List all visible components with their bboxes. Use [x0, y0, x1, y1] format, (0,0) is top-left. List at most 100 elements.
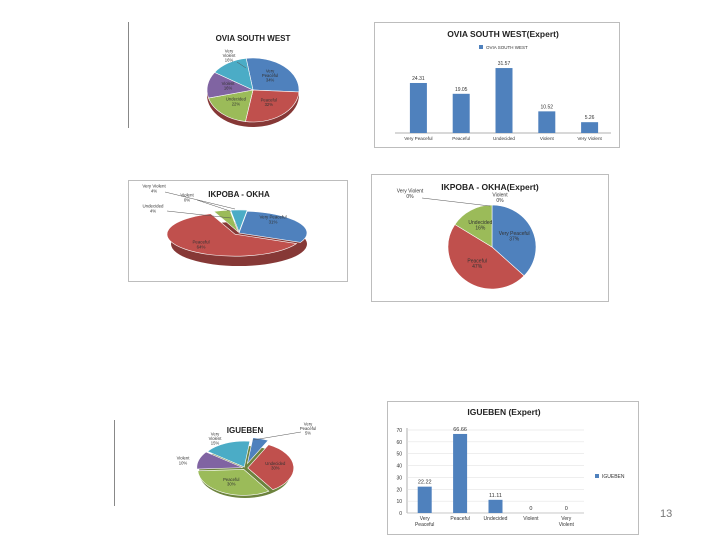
- ovia-pie-label-very-violent-2: 16%: [225, 58, 234, 63]
- igueben-bar-value-violent: 0: [529, 506, 532, 512]
- ikpoba-pie-leader-undecided: [166, 210, 232, 219]
- ovia-pie-title: OVIA SOUTH WEST: [216, 34, 291, 43]
- ovia-bar-cat-very-violent: Very Violent: [577, 136, 602, 141]
- ikpoba-expert-pie-label-undecided-1: 16%: [475, 225, 486, 231]
- igueben-bar-ytick-0: 0: [399, 511, 402, 517]
- ikpoba-pie-title: IKPOBA - OKHA: [208, 190, 270, 199]
- ovia-pie-label-peaceful-0: Peaceful: [261, 97, 277, 102]
- ovia-bar-value-violent: 10.52: [541, 104, 554, 110]
- igueben-bar-value-undecided: 11.11: [489, 493, 502, 499]
- ovia-bar-bar-undecided: [495, 68, 513, 133]
- igueben-bar-cat-very-peaceful-1: Peaceful: [415, 522, 434, 528]
- ovia-bar-panel: OVIA SOUTH WEST(Expert) OVIA SOUTH WEST …: [374, 22, 620, 148]
- igueben-bar-legend-label: IGUEBEN: [602, 474, 625, 480]
- ikpoba-pie-label-peaceful-1: 64%: [197, 244, 206, 249]
- ikpoba-expert-title: IKPOBA - OKHA(Expert): [441, 182, 539, 192]
- igueben-pie-label-very-violent-0: Very: [211, 431, 220, 436]
- ikpoba-expert-pie-slice-very-peaceful: [491, 204, 537, 277]
- igueben-pie-label-very-peaceful-0: Very: [304, 421, 313, 426]
- ovia-pie-label-violent-1: 16%: [224, 85, 233, 90]
- ovia-pie-slice-peaceful: [245, 89, 300, 123]
- ikpoba-pie-panel: IKPOBA - OKHA Very Peaceful 31% Peaceful 64…: [128, 180, 348, 282]
- ikpoba-pie-label-peaceful-0: Peaceful: [192, 240, 209, 245]
- ikpoba-pie-label-very-violent-0: Very Violent: [142, 184, 166, 189]
- ikpoba-expert-pie-label-very-peaceful-1: 37%: [509, 237, 520, 243]
- ovia-bar-legend-label: OVIA SOUTH WEST: [486, 45, 528, 50]
- igueben-bar-bar-peaceful: [453, 433, 468, 513]
- ovia-pie-label-peaceful-1: 32%: [265, 102, 274, 107]
- igueben-pie-leader-very-peaceful: [252, 431, 302, 441]
- ikpoba-pie-slice-very-peaceful: [238, 210, 308, 243]
- igueben-bar-bar-very-peaceful: [417, 486, 432, 513]
- ovia-pie-label-very-peaceful-0: Very: [266, 68, 275, 73]
- ovia-pie-label-very-violent-0: Very: [225, 48, 234, 53]
- page-number: 13: [660, 508, 673, 520]
- ikpoba-pie-label-violent-1: 0%: [184, 197, 190, 202]
- ikpoba-expert-panel: IKPOBA - OKHA(Expert) Very Peaceful 37% Pe…: [371, 174, 609, 302]
- ovia-pie-label-violent-0: Violent: [222, 81, 236, 86]
- igueben-bar-cat-very-violent-0: Very: [561, 516, 572, 522]
- ovia-bar-value-undecided: 31.57: [498, 61, 511, 67]
- igueben-bar-chart: IGUEBEN (Expert) IGUEBEN 0 10 20 30 40 50 60 70…: [396, 407, 625, 528]
- igueben-bar-value-very-violent: 0: [565, 506, 568, 512]
- ovia-bar-cat-very-peaceful: Very Peaceful: [404, 136, 432, 141]
- ovia-pie-label-very-violent-1: Violent: [223, 53, 237, 58]
- ikpoba-expert-pie-slice-peaceful: [447, 224, 525, 290]
- igueben-pie-label-violent-0: Violent: [177, 456, 191, 461]
- ovia-bar-value-very-peaceful: 24.31: [412, 76, 425, 82]
- ikpoba-pie-leader-very-violent: [164, 191, 236, 210]
- ikpoba-pie-label-very-peaceful-1: 31%: [269, 219, 278, 224]
- ovia-bar-cat-violent: Violent: [540, 136, 555, 141]
- igueben-pie-label-peaceful-0: Peaceful: [223, 477, 239, 482]
- igueben-pie-slice-violent: [196, 451, 243, 470]
- igueben-bar-cat-very-peaceful-0: Very: [420, 516, 431, 522]
- igueben-bar-title: IGUEBEN (Expert): [467, 407, 540, 417]
- ikpoba-expert-pie-leader-very-violent: [421, 197, 491, 207]
- ikpoba-expert-pie-label-very-violent-0: Very Violent: [397, 188, 424, 194]
- ovia-bar-chart: OVIA SOUTH WEST(Expert) OVIA SOUTH WEST …: [395, 29, 611, 141]
- igueben-pie-label-very-violent-2: 15%: [211, 441, 220, 446]
- ovia-pie-label-undecided-0: Undecided: [226, 97, 247, 102]
- igueben-pie-panel: IGUEBEN Very Peaceful 5% Undecided 30% Peacef…: [114, 420, 339, 506]
- ikpoba-pie-leader-violent: [196, 199, 234, 213]
- igueben-pie-label-very-violent-1: Violent: [209, 436, 223, 441]
- ikpoba-pie-label-violent-0: Violent: [180, 193, 194, 198]
- igueben-pie-label-undecided-1: 30%: [271, 465, 280, 470]
- igueben-bar-panel: IGUEBEN (Expert) IGUEBEN 0 10 20 30 40 50 60 70…: [387, 401, 639, 535]
- igueben-bar-ytick-10: 10: [396, 499, 402, 505]
- ovia-bar-bar-very-violent: [581, 122, 599, 133]
- igueben-bar-ytick-30: 30: [396, 475, 402, 481]
- igueben-pie-label-very-peaceful-2: 5%: [305, 431, 311, 436]
- ikpoba-pie-slice-very-violent: [230, 209, 248, 233]
- ovia-bar-title: OVIA SOUTH WEST(Expert): [447, 29, 559, 39]
- ikpoba-pie-label-undecided-1: 4%: [150, 208, 156, 213]
- ikpoba-pie-label-undecided-0: Undecided: [143, 204, 165, 209]
- ikpoba-pie-slice-peaceful: [166, 213, 298, 257]
- ovia-bar-bar-peaceful: [452, 93, 470, 133]
- ovia-bar-value-peaceful: 19.05: [455, 87, 468, 93]
- ikpoba-expert-pie-label-peaceful-1: 47%: [472, 264, 483, 270]
- ovia-pie-slice-undecided: [208, 89, 254, 122]
- ikpoba-expert-pie-slice-undecided: [454, 204, 493, 248]
- igueben-pie-chart: IGUEBEN VeryPeaceful5%Undecided30%Peacef…: [177, 421, 316, 498]
- igueben-pie-slice-undecided: [247, 444, 294, 491]
- ovia-pie-label-very-peaceful-2: 34%: [266, 78, 275, 83]
- igueben-bar-cat-undecided: Undecided: [484, 516, 508, 522]
- ikpoba-pie-label-very-peaceful-0: Very Peaceful: [259, 215, 286, 220]
- igueben-bar-cat-very-violent-1: Violent: [559, 522, 575, 528]
- ovia-bar-cat-peaceful: Peaceful: [452, 136, 470, 141]
- ovia-pie-leader-very-violent: [236, 61, 247, 69]
- igueben-bar-legend-swatch: [595, 474, 599, 478]
- ovia-pie-chart: OVIA SOUTH WEST VeryPeaceful34%Peaceful3…: [206, 34, 300, 127]
- igueben-pie-slice-peaceful: [197, 469, 270, 496]
- igueben-pie-label-undecided-0: Undecided: [265, 461, 286, 466]
- igueben-bar-ytick-40: 40: [396, 464, 402, 470]
- igueben-pie-label-peaceful-1: 30%: [227, 482, 236, 487]
- ovia-bar-value-very-violent: 5.26: [585, 115, 595, 121]
- ovia-bar-cat-undecided: Undecided: [493, 136, 515, 141]
- ikpoba-pie-label-very-violent-1: 4%: [151, 188, 157, 193]
- ikpoba-pie-slice-undecided: [213, 209, 239, 233]
- ovia-pie-label-very-peaceful-1: Peaceful: [262, 73, 278, 78]
- ikpoba-expert-pie-label-violent-0: Violent: [492, 192, 508, 198]
